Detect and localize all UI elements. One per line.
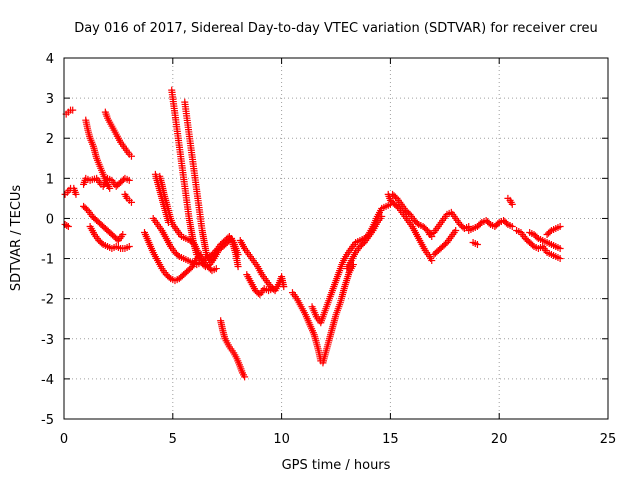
data-point [174, 251, 182, 259]
data-point [546, 228, 554, 236]
data-point [69, 106, 77, 114]
series [430, 226, 460, 259]
y-tick-label: 3 [46, 92, 54, 107]
series [504, 194, 516, 208]
data-point [452, 226, 460, 234]
x-tick-label: 15 [382, 432, 399, 447]
y-tick-label: 4 [46, 52, 54, 67]
x-tick-label: 10 [273, 432, 290, 447]
data-point [476, 220, 484, 228]
series [465, 216, 516, 234]
y-tick-label: 0 [46, 212, 54, 227]
series [82, 116, 114, 192]
data-point [164, 218, 172, 226]
data-point [64, 222, 72, 230]
data-point [269, 285, 277, 293]
grid-lines [64, 58, 608, 419]
data-point [106, 184, 114, 192]
data-point [212, 265, 220, 273]
series [62, 106, 77, 118]
data-point [428, 257, 436, 265]
data-point [234, 263, 242, 271]
data-point [413, 219, 421, 227]
data-point [473, 241, 481, 249]
data-point [529, 241, 537, 249]
series [217, 317, 249, 381]
series [101, 108, 135, 160]
y-tick-label: -1 [41, 253, 54, 268]
data-point [485, 219, 493, 227]
series [61, 220, 72, 230]
x-axis-label: GPS time / hours [282, 458, 391, 473]
series [80, 202, 127, 245]
data-point [378, 212, 386, 220]
x-tick-label: 25 [600, 432, 617, 447]
data-point [98, 239, 106, 247]
data-point [556, 222, 564, 230]
series [513, 226, 564, 263]
data-point [508, 222, 516, 230]
data-point [556, 245, 564, 253]
series [526, 228, 564, 253]
series [543, 222, 564, 238]
data-point [119, 230, 127, 238]
y-axis-label: SDTVAR / TECUs [9, 185, 24, 292]
data-point [125, 176, 133, 184]
y-tick-label: -4 [41, 373, 54, 388]
x-tick-label: 5 [169, 432, 177, 447]
axis-ticks: -5 -4 -3 -2 -1 0 1 2 3 4 0 5 10 15 20 25 [41, 52, 616, 447]
series [288, 261, 357, 367]
data-point [241, 373, 249, 381]
data-point [494, 220, 502, 228]
plot-frame [63, 57, 609, 420]
data-point [165, 273, 173, 281]
data-point [533, 233, 541, 241]
series [426, 208, 473, 238]
data-point [508, 200, 516, 208]
series [86, 222, 133, 253]
x-tick-label: 20 [491, 432, 508, 447]
series [243, 271, 277, 299]
series [151, 170, 172, 226]
data-point [234, 251, 242, 259]
x-tick-label: 0 [60, 432, 68, 447]
series [181, 98, 242, 265]
chart-title: Day 016 of 2017, Sidereal Day-to-day VTE… [74, 21, 598, 36]
data-point [556, 255, 564, 263]
data-point [127, 198, 135, 206]
series [61, 184, 80, 198]
data-marks [61, 86, 564, 381]
y-tick-label: -5 [41, 413, 54, 428]
y-tick-label: -3 [41, 333, 54, 348]
series [168, 86, 218, 265]
data-point [125, 243, 133, 251]
data-point [280, 283, 288, 291]
y-tick-label: 1 [46, 172, 54, 187]
data-point [127, 152, 135, 160]
data-point [72, 190, 80, 198]
y-tick-label: 2 [46, 132, 54, 147]
series [121, 190, 135, 206]
series [343, 212, 386, 273]
series [384, 190, 436, 265]
data-point [502, 219, 510, 227]
y-tick-label: -2 [41, 293, 54, 308]
series [469, 239, 481, 249]
